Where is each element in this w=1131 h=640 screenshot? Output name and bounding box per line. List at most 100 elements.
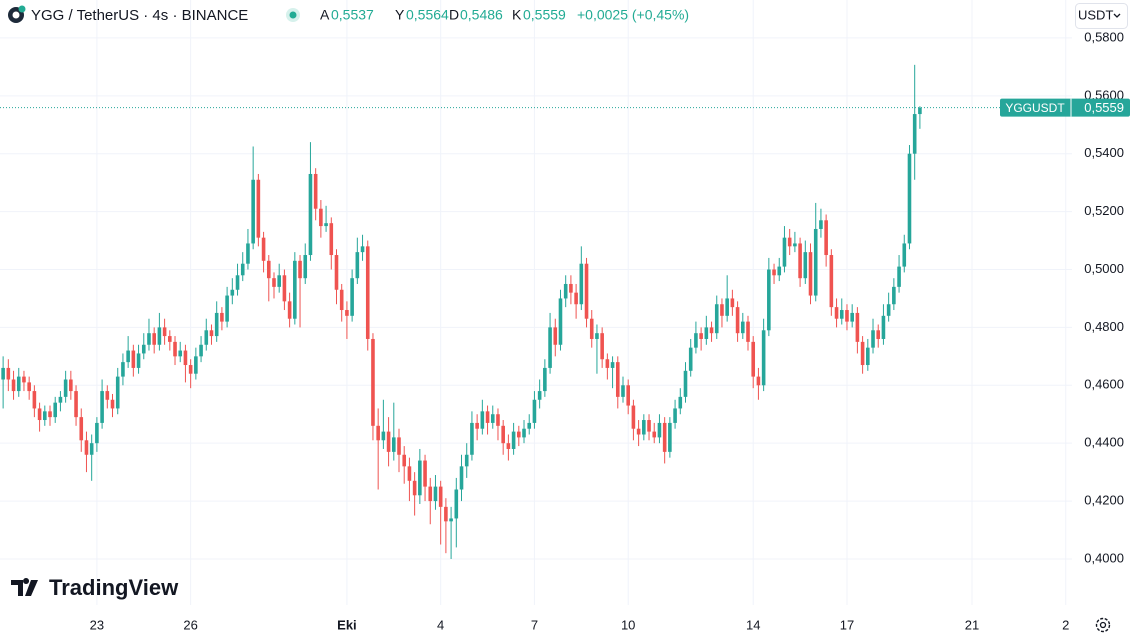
candle-body — [558, 298, 563, 345]
candle-body — [860, 341, 865, 366]
candle-body — [412, 480, 417, 496]
candle-body — [339, 289, 344, 311]
candle-body — [918, 107, 922, 115]
candle-body — [173, 341, 177, 357]
candle-body — [704, 327, 709, 339]
candle-body — [360, 246, 365, 253]
symbol-icon-inner — [12, 11, 20, 19]
candle-body — [115, 376, 120, 409]
candle-body — [834, 307, 839, 319]
ohlc-label: D — [449, 7, 459, 23]
grid — [0, 0, 1072, 605]
candle-body — [240, 263, 245, 276]
candle-body — [350, 278, 354, 316]
candle-body — [839, 310, 844, 319]
candle-body — [688, 347, 693, 371]
candle-body — [74, 391, 78, 418]
candle-body — [714, 304, 719, 334]
y-tick-label: 0,5600 — [1084, 87, 1124, 102]
candle-body — [178, 350, 183, 357]
x-tick-label: 23 — [90, 617, 104, 632]
candle-body — [548, 327, 552, 368]
currency-label[interactable]: USDT — [1078, 7, 1113, 22]
candle-body — [647, 420, 651, 432]
candle-body — [907, 153, 912, 244]
x-tick-label: 26 — [183, 617, 197, 632]
candle-body — [386, 431, 391, 452]
tag-symbol: YGGUSDT — [1005, 101, 1065, 115]
candle-body — [365, 246, 370, 339]
candle-body — [261, 237, 266, 261]
settings-icon-center[interactable] — [1099, 621, 1107, 629]
x-tick-label: 10 — [621, 617, 635, 632]
ohlc-label: A — [320, 7, 330, 23]
currency-button[interactable] — [1075, 3, 1128, 29]
candle-body — [683, 370, 688, 397]
status-dot — [289, 11, 297, 19]
candle-body — [694, 333, 698, 348]
candle-body — [272, 278, 276, 287]
candle-body — [866, 347, 870, 366]
candle-body — [266, 260, 271, 279]
y-tick-label: 0,5000 — [1084, 261, 1124, 276]
candle-body — [209, 330, 214, 337]
candle-body — [553, 327, 558, 345]
candle-body — [824, 220, 828, 256]
candle-body — [376, 425, 380, 441]
x-tick-label: 7 — [531, 617, 538, 632]
candle-body — [22, 376, 26, 383]
candle-body — [16, 376, 21, 392]
candle-body — [345, 310, 349, 316]
ohlc-value: 0,5486 — [460, 7, 503, 23]
candle-body — [543, 367, 547, 392]
candle-body — [798, 243, 802, 279]
candle-body — [27, 382, 31, 392]
candle-body — [334, 255, 339, 290]
candle-body — [902, 243, 907, 267]
candle-body — [89, 443, 94, 455]
candle-body — [141, 344, 146, 354]
candle-body — [449, 518, 453, 522]
candle-body — [470, 422, 474, 455]
candle-body — [329, 223, 334, 256]
candle-body — [282, 275, 287, 302]
candle-body — [407, 466, 412, 481]
candle-body — [730, 298, 735, 308]
y-tick-label: 0,4800 — [1084, 319, 1124, 334]
settings-icon[interactable] — [1095, 617, 1111, 633]
candle-body — [522, 428, 526, 438]
candle-body — [58, 396, 63, 403]
candle-body — [751, 341, 756, 377]
x-tick-label: 4 — [437, 617, 444, 632]
candle-body — [397, 437, 401, 455]
candle-body — [897, 266, 901, 287]
candle-body — [605, 359, 610, 368]
candle-body — [761, 330, 766, 386]
candle-body — [6, 367, 11, 380]
candles — [0, 64, 1072, 559]
candle-body — [454, 489, 459, 519]
candle-body — [532, 399, 537, 423]
candle-body — [803, 252, 808, 279]
candle-body — [782, 237, 787, 267]
ohlc-value: 0,5564 — [406, 7, 449, 23]
candle-body — [95, 422, 99, 444]
candle-body — [402, 454, 407, 467]
candle-body — [319, 208, 323, 227]
symbol-title: YGG / TetherUS · 4s · BINANCE — [31, 7, 248, 24]
candle-body — [355, 252, 360, 279]
candle-body — [11, 379, 16, 392]
candle-body — [220, 312, 224, 322]
dropdown-arrow[interactable] — [1113, 13, 1121, 18]
candle-body — [100, 391, 104, 423]
candle-body — [657, 422, 662, 438]
candle-body — [600, 333, 604, 360]
symbol-icon-badge — [18, 5, 26, 13]
candle-body — [892, 286, 896, 305]
ohlc-value: 0,5537 — [331, 7, 374, 23]
candle-body — [37, 408, 42, 421]
candle-body — [777, 266, 782, 276]
candle-body — [371, 338, 375, 426]
candle-body — [464, 454, 469, 467]
